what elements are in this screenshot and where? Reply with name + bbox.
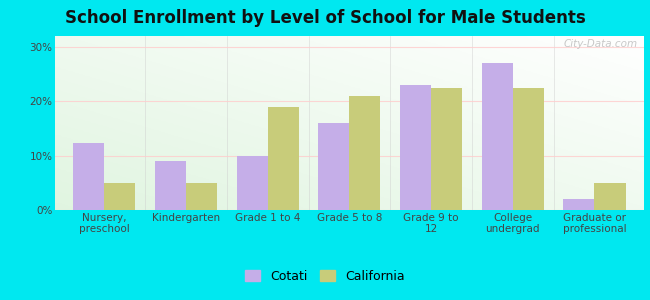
Bar xyxy=(350,96,380,210)
Bar xyxy=(400,85,431,210)
Bar xyxy=(431,88,462,210)
Bar xyxy=(513,88,544,210)
Bar xyxy=(268,107,299,210)
Bar xyxy=(237,156,268,210)
Bar xyxy=(482,63,513,210)
Legend: Cotati, California: Cotati, California xyxy=(240,265,410,288)
Bar xyxy=(595,183,625,210)
Bar xyxy=(564,199,595,210)
Bar xyxy=(318,123,350,210)
Bar xyxy=(186,183,217,210)
Bar xyxy=(73,143,104,210)
Bar xyxy=(155,161,186,210)
Text: City-Data.com: City-Data.com xyxy=(564,40,638,50)
Text: School Enrollment by Level of School for Male Students: School Enrollment by Level of School for… xyxy=(64,9,586,27)
Bar xyxy=(104,183,135,210)
